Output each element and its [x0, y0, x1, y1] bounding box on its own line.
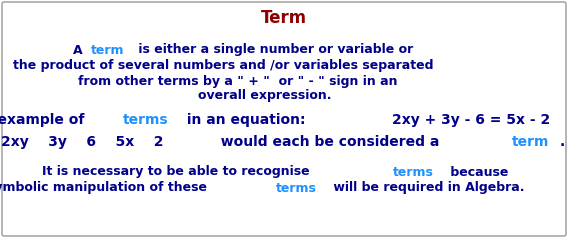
- Text: because: because: [446, 165, 508, 178]
- Text: will be required in Algebra.: will be required in Algebra.: [329, 182, 524, 194]
- Text: the product of several numbers and /or variables separated: the product of several numbers and /or v…: [12, 60, 433, 73]
- Text: term: term: [91, 44, 125, 56]
- Text: terms: terms: [393, 165, 434, 178]
- Text: would each be considered a: would each be considered a: [211, 135, 444, 149]
- Text: terms: terms: [276, 182, 317, 194]
- Text: 2xy    3y    6    5x    2: 2xy 3y 6 5x 2: [1, 135, 164, 149]
- Text: .: .: [560, 135, 565, 149]
- Text: term: term: [512, 135, 549, 149]
- Text: 2xy + 3y - 6 = 5x - 2: 2xy + 3y - 6 = 5x - 2: [392, 113, 550, 127]
- Text: An example of: An example of: [0, 113, 89, 127]
- Text: It is necessary to be able to recognise: It is necessary to be able to recognise: [42, 165, 314, 178]
- Text: in an equation:: in an equation:: [182, 113, 345, 127]
- Text: from other terms by a " + "  or " - " sign in an: from other terms by a " + " or " - " sig…: [78, 74, 398, 88]
- Text: terms: terms: [123, 113, 169, 127]
- Text: overall expression.: overall expression.: [198, 89, 331, 103]
- Text: A: A: [73, 44, 87, 56]
- Text: is either a single number or variable or: is either a single number or variable or: [135, 44, 414, 56]
- FancyBboxPatch shape: [2, 2, 566, 236]
- Text: Term: Term: [261, 9, 307, 27]
- Text: symbolic manipulation of these: symbolic manipulation of these: [0, 182, 211, 194]
